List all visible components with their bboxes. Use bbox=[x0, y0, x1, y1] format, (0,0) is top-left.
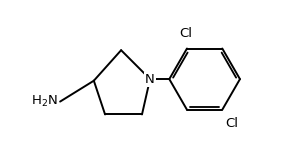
Text: Cl: Cl bbox=[225, 117, 238, 130]
Text: N: N bbox=[145, 73, 155, 86]
Text: Cl: Cl bbox=[179, 27, 192, 40]
Text: H$_2$N: H$_2$N bbox=[31, 94, 58, 109]
